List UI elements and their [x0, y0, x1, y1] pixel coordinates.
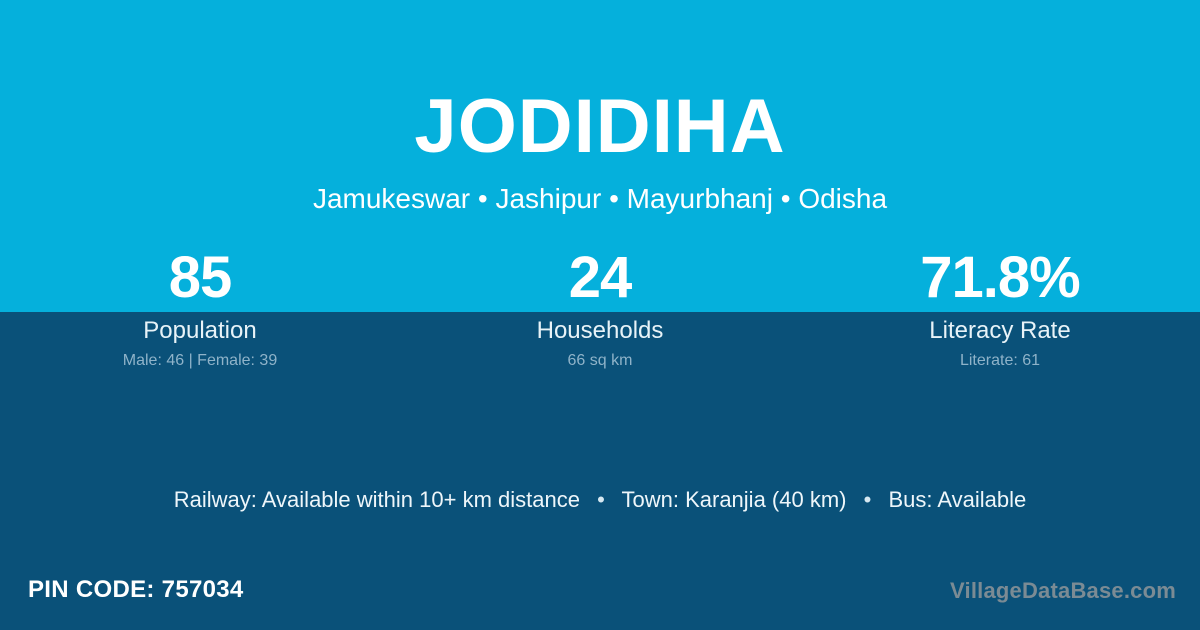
footer: PIN CODE: 757034 VillageDataBase.com — [0, 575, 1200, 615]
hero-band — [0, 0, 1200, 312]
stat-literacy-rate-value: 71.8% — [920, 245, 1080, 310]
amenity-bus: Bus: Available — [888, 487, 1027, 512]
amenity-railway: Railway: Available within 10+ km distanc… — [173, 487, 580, 512]
site-watermark: VillageDataBase.com — [950, 578, 1176, 603]
pin-code: PIN CODE: 757034 — [28, 576, 244, 603]
stats-row: 85 Population Male: 46 | Female: 39 24 H… — [0, 246, 1200, 371]
amenity-town: Town: Karanjia (40 km) — [621, 487, 847, 512]
stat-population-detail: Male: 46 | Female: 39 — [122, 352, 278, 369]
stat-households: 24 Households 66 sq km — [400, 246, 800, 371]
bullet-separator-icon: • — [863, 487, 872, 512]
stat-population: 85 Population Male: 46 | Female: 39 — [0, 246, 400, 371]
bullet-separator-icon: • — [597, 487, 605, 512]
stat-households-label: Households — [536, 317, 664, 344]
stat-literacy-rate-detail: Literate: 61 — [959, 352, 1041, 369]
stat-households-value: 24 — [568, 245, 633, 310]
amenities-line: Railway: Available within 10+ km distanc… — [0, 486, 1200, 514]
breadcrumb-location: Jamukeswar • Jashipur • Mayurbhanj • Odi… — [312, 183, 888, 214]
stat-population-label: Population — [143, 317, 257, 344]
page-title: JODIDIHA — [414, 84, 786, 169]
stat-literacy-rate-label: Literacy Rate — [929, 317, 1071, 344]
stat-households-detail: 66 sq km — [567, 352, 633, 369]
stat-population-value: 85 — [168, 245, 233, 310]
stat-literacy-rate: 71.8% Literacy Rate Literate: 61 — [800, 246, 1200, 371]
